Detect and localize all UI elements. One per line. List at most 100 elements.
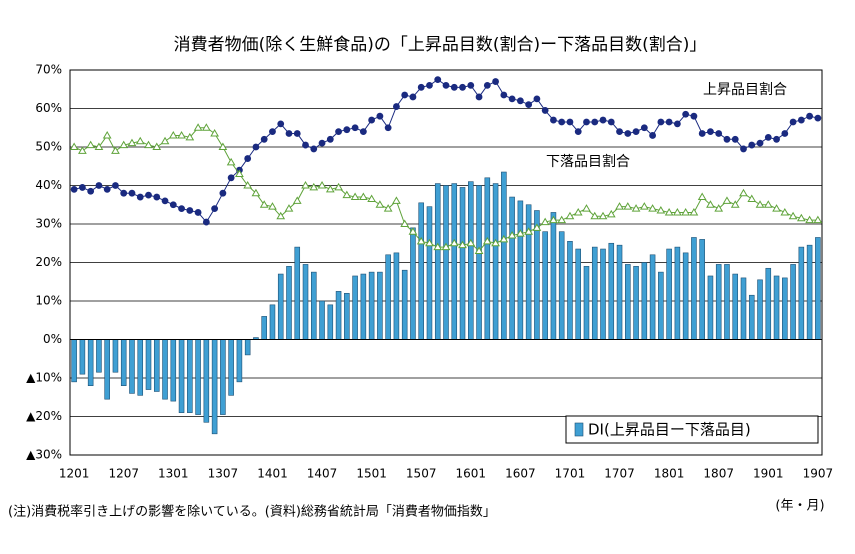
point xyxy=(400,219,410,227)
point xyxy=(690,112,698,120)
point xyxy=(533,95,541,103)
bar xyxy=(344,292,350,340)
point xyxy=(78,146,87,154)
bar xyxy=(385,254,391,340)
point xyxy=(309,182,319,191)
bar xyxy=(790,264,796,340)
point xyxy=(689,207,699,216)
point xyxy=(95,182,103,189)
point xyxy=(409,93,417,101)
legend-box xyxy=(565,415,819,444)
point xyxy=(499,234,509,243)
bar xyxy=(707,275,714,340)
bar xyxy=(377,271,383,340)
point xyxy=(723,135,731,143)
point xyxy=(334,182,343,191)
point xyxy=(616,128,623,136)
point xyxy=(112,182,119,189)
bar xyxy=(120,339,127,387)
bar xyxy=(633,266,639,340)
point xyxy=(492,78,499,85)
point xyxy=(368,116,376,124)
bar xyxy=(368,271,375,340)
bar xyxy=(79,339,86,375)
bar xyxy=(153,339,160,392)
point xyxy=(350,192,360,201)
x-tick-label: 1601 xyxy=(456,467,487,481)
point xyxy=(277,120,285,128)
bar xyxy=(798,246,805,340)
bar xyxy=(625,264,631,340)
point xyxy=(127,138,137,147)
point xyxy=(102,130,112,139)
y-tick-label: 10% xyxy=(35,294,62,308)
x-tick-label: 1307 xyxy=(208,467,239,481)
point xyxy=(657,118,665,126)
bar xyxy=(459,187,466,340)
point xyxy=(549,215,558,224)
point xyxy=(532,223,542,231)
point xyxy=(475,93,483,101)
bar xyxy=(352,275,358,340)
bar xyxy=(765,267,772,340)
point xyxy=(94,142,104,150)
point xyxy=(302,141,309,149)
point xyxy=(591,118,599,126)
point xyxy=(640,124,648,132)
y-tick-label: 60% xyxy=(35,101,62,115)
point xyxy=(86,140,96,149)
point xyxy=(697,192,707,201)
point xyxy=(582,204,591,212)
bar xyxy=(724,264,730,340)
y-tick-label: ▲10% xyxy=(26,371,62,385)
point xyxy=(359,128,367,136)
point xyxy=(178,205,185,213)
point xyxy=(466,238,476,247)
point xyxy=(583,118,590,126)
point xyxy=(243,181,253,189)
x-tick-label: 1501 xyxy=(356,467,387,481)
point xyxy=(310,145,318,153)
bar xyxy=(583,266,590,340)
point xyxy=(160,136,170,145)
point xyxy=(516,97,524,105)
point xyxy=(301,181,310,189)
point xyxy=(383,204,393,212)
point xyxy=(193,123,203,131)
point xyxy=(631,204,641,212)
bar xyxy=(748,294,755,340)
y-tick-label: 20% xyxy=(35,255,62,269)
x-tick-label: 1301 xyxy=(158,467,189,481)
x-tick-label: 1807 xyxy=(703,467,734,481)
point xyxy=(482,236,492,245)
point xyxy=(467,82,475,89)
bar xyxy=(641,262,648,340)
point xyxy=(780,207,790,216)
point xyxy=(665,118,673,126)
point xyxy=(707,128,714,136)
point xyxy=(747,194,757,202)
point xyxy=(152,142,162,150)
point xyxy=(449,238,459,247)
y-tick-label: 0% xyxy=(43,332,62,346)
point xyxy=(401,91,409,99)
point xyxy=(558,118,566,126)
point xyxy=(550,116,557,124)
point xyxy=(251,188,261,197)
bar xyxy=(658,271,664,340)
bar xyxy=(104,339,110,400)
bar xyxy=(327,304,334,340)
point xyxy=(276,211,286,220)
bar xyxy=(600,248,606,340)
point xyxy=(87,187,95,195)
point xyxy=(814,114,822,122)
point xyxy=(731,135,739,143)
bar xyxy=(294,246,301,340)
point xyxy=(185,132,195,141)
x-tick-label: 1907 xyxy=(803,467,834,481)
point xyxy=(186,207,194,214)
point xyxy=(408,227,418,235)
bar xyxy=(211,339,218,435)
bar xyxy=(203,339,210,423)
